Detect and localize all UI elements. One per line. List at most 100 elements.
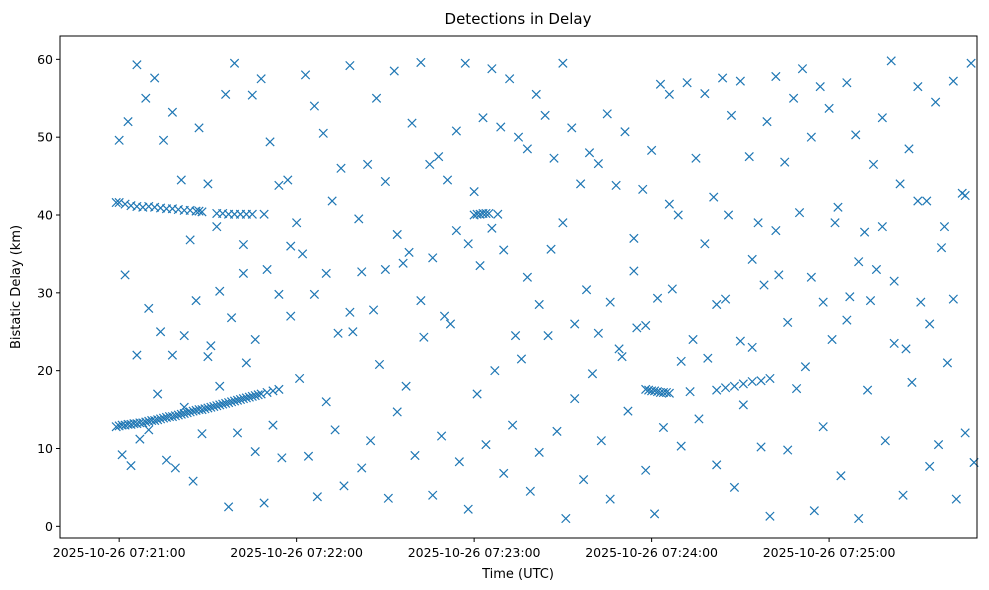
data-point: [774, 270, 784, 280]
plot-area: [60, 36, 977, 538]
data-point: [215, 286, 225, 296]
x-axis-label: Time (UTC): [481, 567, 554, 582]
data-point: [460, 58, 470, 68]
data-point: [226, 397, 237, 407]
data-point: [886, 56, 896, 66]
y-tick-label: 0: [45, 519, 53, 534]
data-point: [221, 398, 231, 408]
data-point: [685, 387, 695, 397]
data-point: [561, 513, 571, 524]
data-point: [392, 407, 402, 417]
data-point: [629, 266, 639, 276]
data-point: [951, 494, 961, 504]
data-point: [371, 93, 382, 103]
data-point: [132, 350, 142, 360]
data-point: [144, 303, 154, 314]
data-point: [617, 352, 627, 362]
data-point: [300, 70, 311, 80]
data-point: [203, 352, 213, 362]
data-point: [800, 362, 811, 372]
data-point: [434, 152, 444, 162]
data-point: [593, 328, 603, 338]
data-point: [357, 463, 367, 473]
data-point: [602, 109, 612, 119]
data-point: [765, 511, 775, 521]
data-point: [256, 389, 266, 399]
data-point: [454, 457, 464, 467]
data-point: [942, 358, 953, 368]
data-point: [753, 218, 763, 228]
data-point: [389, 66, 399, 76]
y-tick-label: 40: [37, 208, 53, 223]
data-point: [641, 384, 651, 394]
data-point: [336, 163, 346, 173]
data-point: [197, 404, 207, 415]
data-point: [259, 209, 269, 219]
data-point: [244, 392, 254, 402]
data-point: [294, 373, 305, 384]
data-point: [158, 135, 169, 145]
data-point: [274, 289, 284, 300]
data-point: [797, 64, 808, 74]
data-point: [132, 60, 142, 70]
data-point: [221, 89, 231, 99]
x-tick-label: 2025-10-26 07:23:00: [408, 545, 541, 560]
data-point: [478, 113, 488, 123]
data-point: [868, 159, 879, 170]
data-point: [176, 409, 186, 419]
data-point: [783, 317, 793, 328]
data-point: [738, 379, 748, 389]
data-point: [691, 153, 701, 163]
data-point: [567, 123, 577, 133]
data-point: [226, 313, 237, 323]
data-point: [428, 253, 438, 263]
data-point: [232, 395, 243, 405]
data-point: [410, 450, 420, 461]
chart-title: Detections in Delay: [445, 10, 592, 28]
y-tick-label: 60: [37, 52, 53, 67]
data-point: [173, 410, 183, 420]
data-point: [522, 272, 532, 282]
data-point: [206, 341, 216, 351]
data-point: [212, 222, 222, 232]
data-markers: [111, 56, 979, 524]
data-point: [442, 175, 453, 185]
data-point: [712, 299, 722, 310]
data-point: [898, 490, 908, 500]
data-point: [889, 276, 899, 286]
data-point: [150, 415, 160, 426]
data-point: [925, 461, 935, 472]
data-point: [188, 476, 198, 486]
data-point: [158, 413, 169, 423]
data-point: [259, 498, 269, 508]
data-point: [179, 402, 189, 412]
data-point: [534, 299, 544, 310]
data-point: [383, 493, 393, 503]
y-axis-ticks: 0 10 20 30 40 50 60: [37, 52, 60, 534]
data-point: [155, 414, 166, 424]
data-point: [135, 434, 145, 444]
data-point: [516, 354, 527, 364]
data-point: [960, 190, 970, 201]
data-point: [188, 406, 198, 416]
data-point: [771, 225, 781, 236]
data-point: [241, 358, 251, 368]
data-point: [167, 107, 178, 117]
data-point: [209, 401, 219, 412]
x-tick-label: 2025-10-26 07:21:00: [53, 545, 186, 560]
data-point: [484, 208, 494, 219]
data-point: [762, 116, 772, 127]
data-point: [966, 58, 976, 68]
data-point: [229, 396, 240, 406]
data-point: [194, 123, 204, 133]
data-point: [877, 222, 887, 232]
data-point: [206, 402, 216, 412]
data-point: [735, 76, 745, 86]
data-point: [176, 175, 186, 185]
data-point: [339, 481, 349, 491]
data-point: [638, 184, 648, 194]
data-point: [575, 179, 586, 189]
data-point: [788, 93, 799, 103]
data-point: [717, 73, 728, 83]
